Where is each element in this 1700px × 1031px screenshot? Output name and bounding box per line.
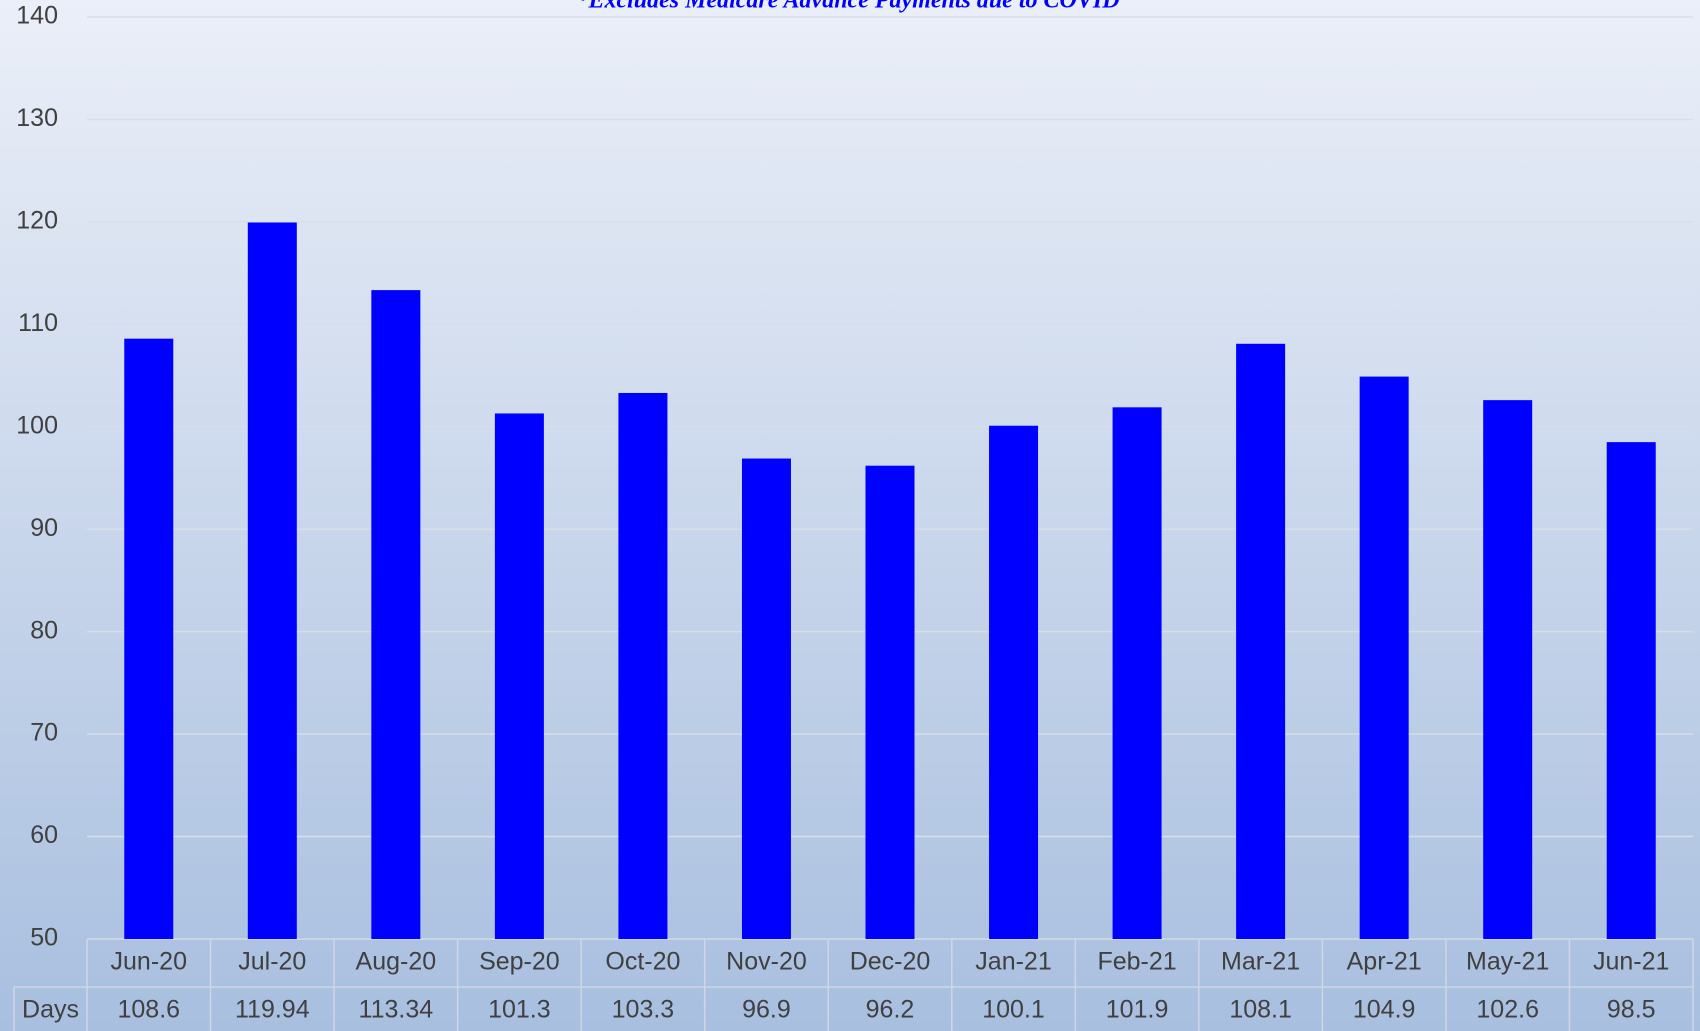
- bar: [618, 392, 668, 940]
- x-tick-label: Jul-20: [238, 948, 306, 976]
- value-label: 104.9: [1353, 996, 1416, 1024]
- y-tick-label: 100: [16, 411, 58, 439]
- x-tick-label: Feb-21: [1097, 948, 1176, 976]
- x-tick-label: Aug-20: [356, 948, 437, 976]
- y-tick-label: 50: [30, 924, 58, 952]
- x-tick-label: Apr-21: [1347, 948, 1422, 976]
- bar: [124, 338, 174, 940]
- value-label: 103.3: [612, 996, 675, 1024]
- value-label: 108.1: [1229, 996, 1292, 1024]
- bar: [741, 458, 791, 939]
- bar: [371, 290, 421, 939]
- y-tick-label: 70: [30, 719, 58, 747]
- x-tick-label: Jun-20: [111, 948, 187, 976]
- y-tick-label: 130: [16, 104, 58, 132]
- x-tick-label: Mar-21: [1221, 948, 1300, 976]
- y-tick-label: 60: [30, 821, 58, 849]
- value-label: 98.5: [1607, 996, 1656, 1024]
- x-tick-label: Nov-20: [726, 948, 807, 976]
- y-tick-label: 80: [30, 616, 58, 644]
- bar: [247, 222, 297, 940]
- x-tick-label: Sep-20: [479, 948, 560, 976]
- value-label: 119.94: [235, 996, 310, 1024]
- chart-subtitle: *Excludes Medicare Advance Payments due …: [576, 0, 1119, 14]
- y-tick-label: 140: [16, 2, 58, 30]
- x-tick-label: Jun-21: [1593, 948, 1669, 976]
- y-tick-label: 120: [16, 206, 58, 234]
- bar: [989, 425, 1039, 940]
- value-label: 96.2: [866, 996, 915, 1024]
- bar: [1112, 407, 1162, 939]
- legend-label: Days: [22, 996, 79, 1024]
- bar: [1236, 343, 1286, 939]
- value-label: 108.6: [117, 996, 180, 1024]
- bar: [865, 465, 915, 939]
- x-tick-label: Oct-20: [605, 948, 680, 976]
- value-label: 101.3: [488, 996, 551, 1024]
- value-label: 113.34: [359, 996, 434, 1024]
- y-tick-label: 90: [30, 514, 58, 542]
- bar: [1483, 400, 1533, 939]
- bar: [1359, 376, 1409, 940]
- x-tick-label: Jan-21: [975, 948, 1051, 976]
- y-tick-label: 110: [18, 309, 58, 337]
- bar: [494, 413, 544, 940]
- value-label: 102.6: [1476, 996, 1539, 1024]
- value-label: 96.9: [742, 996, 791, 1024]
- value-label: 100.1: [982, 996, 1045, 1024]
- x-tick-label: Dec-20: [850, 948, 931, 976]
- x-tick-label: May-21: [1466, 948, 1549, 976]
- bar: [1606, 442, 1656, 939]
- value-label: 101.9: [1106, 996, 1169, 1024]
